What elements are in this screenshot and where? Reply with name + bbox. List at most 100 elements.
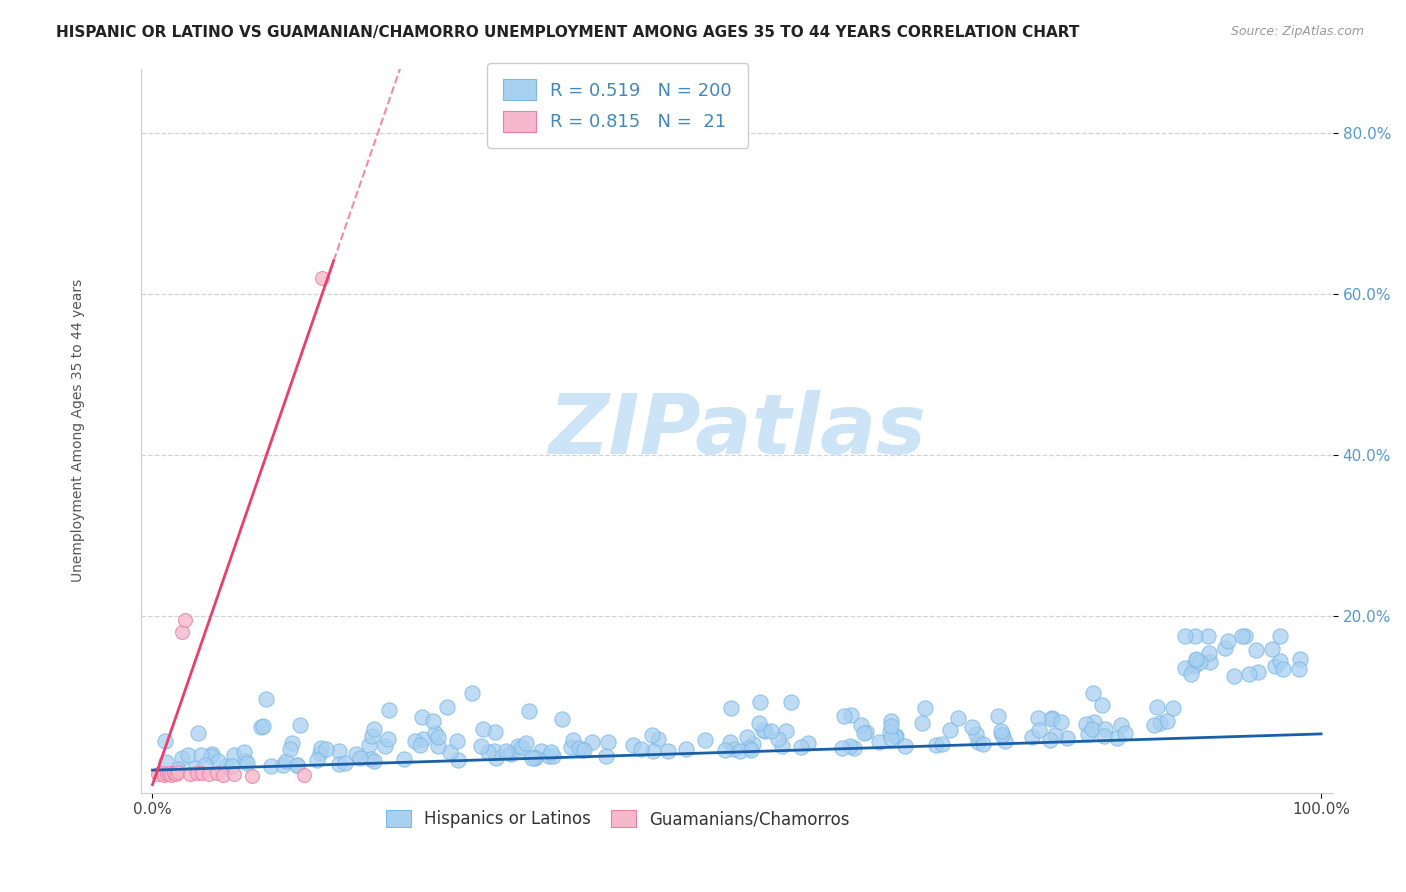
Point bbox=[1039, 712, 1062, 726]
Point bbox=[541, 748, 564, 763]
Point bbox=[1234, 629, 1257, 643]
Y-axis label: Unemployment Among Ages 35 to 44 years: Unemployment Among Ages 35 to 44 years bbox=[72, 279, 86, 582]
Point bbox=[412, 731, 434, 746]
Point bbox=[363, 722, 385, 736]
Point bbox=[166, 762, 188, 776]
Point bbox=[1083, 715, 1105, 730]
Point bbox=[728, 744, 751, 758]
Point bbox=[880, 731, 903, 746]
Point bbox=[1198, 646, 1220, 660]
Point bbox=[160, 768, 183, 782]
Point bbox=[288, 717, 311, 731]
Point bbox=[1028, 723, 1050, 737]
Point bbox=[560, 739, 582, 754]
Point bbox=[883, 729, 905, 743]
Point bbox=[987, 708, 1010, 723]
Point bbox=[170, 624, 193, 639]
Legend: Hispanics or Latinos, Guamanians/Chamorros: Hispanics or Latinos, Guamanians/Chamorr… bbox=[378, 804, 856, 835]
Point bbox=[515, 736, 537, 750]
Point bbox=[1261, 642, 1284, 657]
Point bbox=[425, 726, 447, 740]
Point bbox=[363, 754, 385, 768]
Point bbox=[328, 757, 350, 772]
Point bbox=[174, 613, 197, 627]
Point bbox=[236, 756, 259, 770]
Point bbox=[568, 740, 591, 755]
Point bbox=[1223, 669, 1246, 683]
Point bbox=[167, 764, 190, 779]
Point bbox=[485, 751, 508, 765]
Point bbox=[1197, 629, 1219, 643]
Point bbox=[990, 724, 1012, 739]
Point bbox=[333, 756, 356, 770]
Point bbox=[197, 767, 219, 781]
Point bbox=[752, 723, 775, 737]
Point bbox=[315, 742, 337, 756]
Point bbox=[404, 734, 426, 748]
Point bbox=[1213, 640, 1236, 655]
Point bbox=[427, 739, 450, 754]
Point bbox=[718, 734, 741, 748]
Point bbox=[221, 759, 243, 773]
Point bbox=[271, 757, 294, 772]
Point bbox=[378, 703, 401, 717]
Point bbox=[657, 744, 679, 758]
Point bbox=[470, 739, 492, 753]
Point bbox=[201, 747, 224, 761]
Point bbox=[1270, 629, 1292, 643]
Point bbox=[991, 728, 1014, 742]
Point bbox=[884, 729, 907, 743]
Point bbox=[328, 744, 350, 758]
Point bbox=[972, 737, 994, 751]
Point bbox=[436, 700, 458, 714]
Point bbox=[249, 720, 271, 734]
Point bbox=[1174, 661, 1197, 675]
Point bbox=[519, 705, 541, 719]
Point bbox=[1028, 711, 1050, 725]
Point bbox=[842, 741, 865, 756]
Point bbox=[409, 738, 432, 752]
Point bbox=[392, 752, 415, 766]
Text: HISPANIC OR LATINO VS GUAMANIAN/CHAMORRO UNEMPLOYMENT AMONG AGES 35 TO 44 YEARS : HISPANIC OR LATINO VS GUAMANIAN/CHAMORRO… bbox=[56, 25, 1080, 40]
Point bbox=[153, 768, 176, 782]
Point bbox=[162, 766, 184, 780]
Point bbox=[477, 745, 499, 759]
Point bbox=[994, 734, 1017, 748]
Point bbox=[1264, 658, 1286, 673]
Point bbox=[422, 714, 444, 728]
Point bbox=[621, 738, 644, 752]
Point bbox=[357, 739, 380, 753]
Point bbox=[720, 700, 742, 714]
Point bbox=[595, 748, 617, 763]
Point bbox=[770, 739, 793, 754]
Point bbox=[740, 743, 762, 757]
Point bbox=[735, 730, 758, 744]
Point bbox=[1056, 731, 1078, 745]
Point bbox=[914, 701, 936, 715]
Point bbox=[274, 754, 297, 768]
Point bbox=[880, 718, 903, 732]
Point bbox=[252, 718, 274, 732]
Point bbox=[693, 733, 716, 747]
Point bbox=[155, 755, 177, 769]
Point bbox=[775, 723, 797, 738]
Point bbox=[177, 747, 200, 762]
Point bbox=[1076, 716, 1098, 731]
Point bbox=[537, 749, 560, 764]
Point bbox=[1182, 659, 1205, 673]
Point bbox=[214, 759, 236, 773]
Point bbox=[1237, 666, 1260, 681]
Point bbox=[839, 739, 862, 753]
Point bbox=[447, 754, 470, 768]
Point bbox=[1163, 701, 1185, 715]
Point bbox=[411, 710, 433, 724]
Point bbox=[1268, 653, 1291, 667]
Point bbox=[495, 744, 517, 758]
Point bbox=[572, 742, 595, 756]
Point bbox=[190, 765, 212, 780]
Point bbox=[523, 749, 546, 764]
Point bbox=[349, 751, 371, 765]
Point bbox=[285, 758, 308, 772]
Point bbox=[1199, 655, 1222, 669]
Point bbox=[260, 759, 283, 773]
